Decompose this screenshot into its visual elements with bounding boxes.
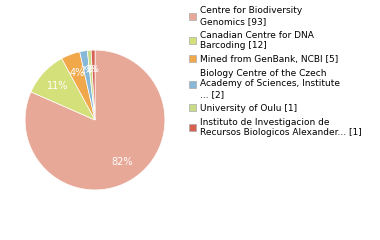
- Wedge shape: [25, 50, 165, 190]
- Wedge shape: [80, 50, 95, 120]
- Wedge shape: [31, 59, 95, 120]
- Text: 1%: 1%: [85, 65, 97, 74]
- Text: 4%: 4%: [70, 68, 85, 78]
- Text: 11%: 11%: [47, 81, 69, 91]
- Text: 2%: 2%: [81, 66, 93, 75]
- Text: 82%: 82%: [112, 157, 133, 167]
- Wedge shape: [87, 50, 95, 120]
- Wedge shape: [62, 52, 95, 120]
- Wedge shape: [91, 50, 95, 120]
- Legend: Centre for Biodiversity
Genomics [93], Canadian Centre for DNA
Barcoding [12], M: Centre for Biodiversity Genomics [93], C…: [187, 5, 363, 139]
- Text: 1%: 1%: [88, 65, 100, 74]
